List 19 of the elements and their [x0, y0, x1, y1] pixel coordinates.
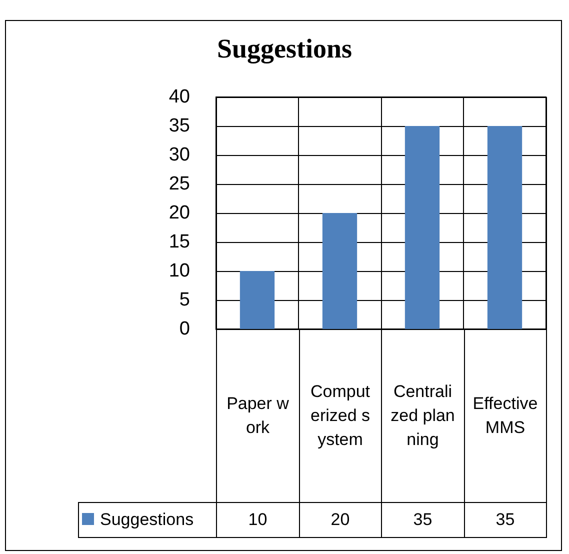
chart-title: Suggestions: [216, 34, 352, 64]
y-tick-label: 40: [168, 86, 190, 108]
y-tick-label: 5: [179, 290, 190, 310]
y-tick-label: 25: [168, 174, 190, 194]
data-label: 20: [299, 502, 382, 538]
y-tick-label: 15: [168, 232, 190, 252]
data-label: 35: [464, 502, 546, 538]
y-tick-label: 0: [179, 318, 190, 340]
data-label: 35: [382, 502, 464, 538]
data-label: 10: [216, 502, 299, 538]
x-tick-label: Paper work: [216, 330, 299, 502]
legend-label: Suggestions: [78, 502, 216, 538]
y-tick-label: 10: [168, 260, 190, 282]
y-tick-label: 20: [168, 202, 190, 224]
y-tick-label: 35: [168, 116, 190, 136]
x-tick-label: Effective MMS: [464, 330, 546, 502]
y-tick-label: 30: [168, 144, 190, 166]
x-tick-label: Computerized system: [299, 330, 382, 502]
x-tick-label: Centralized planning: [382, 330, 464, 502]
